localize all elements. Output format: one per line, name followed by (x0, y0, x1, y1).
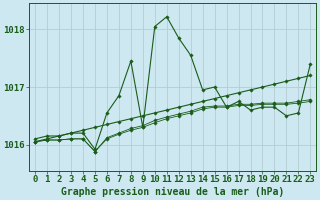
X-axis label: Graphe pression niveau de la mer (hPa): Graphe pression niveau de la mer (hPa) (61, 186, 284, 197)
